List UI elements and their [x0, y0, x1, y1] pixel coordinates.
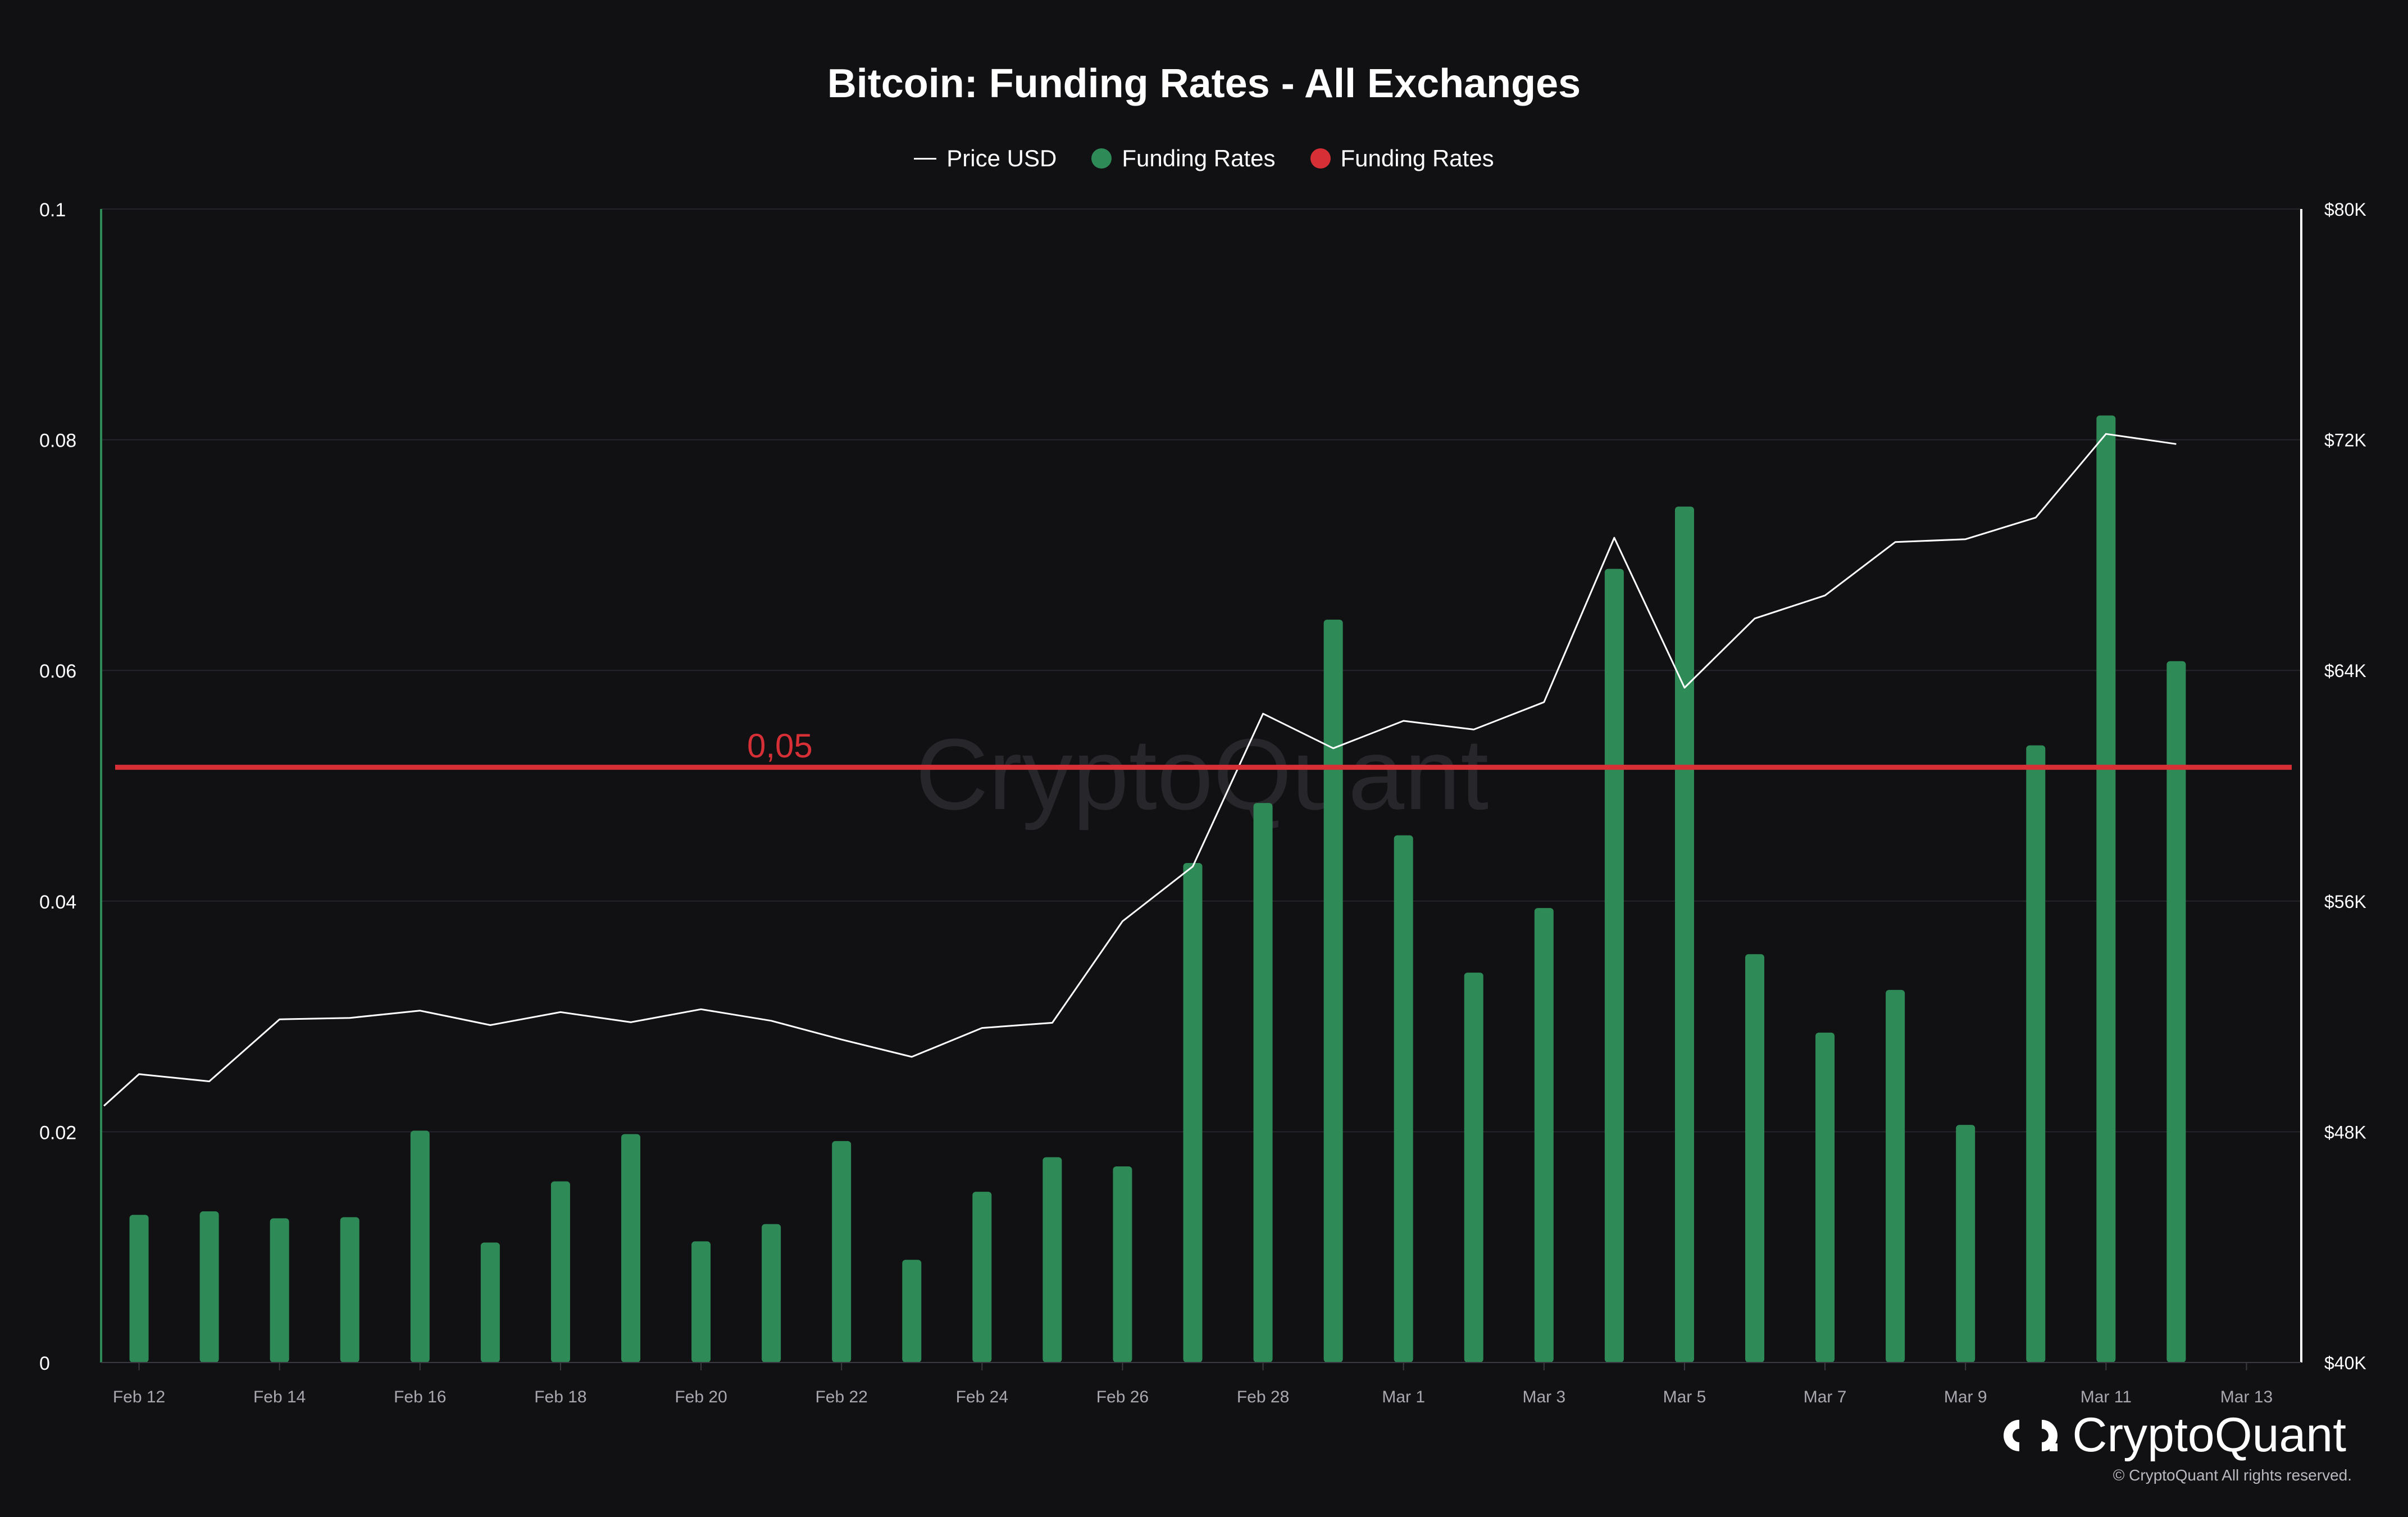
brand-logo: CryptoQuant [2002, 1407, 2346, 1463]
x-tick-label: Mar 7 [1804, 1388, 1847, 1406]
funding-rate-bar [2026, 745, 2046, 1362]
legend-funding-negative-label: Funding Rates [1340, 145, 1494, 171]
x-tick-label: Mar 3 [1522, 1388, 1565, 1406]
x-tick-label: Feb 14 [253, 1388, 306, 1406]
watermark: CryptoQuant [916, 718, 1489, 831]
price-usd-line [103, 433, 2177, 1107]
x-tick-label: Feb 24 [956, 1388, 1008, 1406]
right-tick-label: $56K [2324, 892, 2366, 912]
funding-rate-bar [270, 1218, 289, 1362]
funding-rate-bar [1674, 506, 1694, 1362]
legend-item-funding-positive[interactable]: Funding Rates [1091, 145, 1276, 172]
right-tick-label: $80K [2324, 199, 2366, 220]
funding-rate-bar [1043, 1157, 1062, 1362]
funding-rate-bar [832, 1141, 852, 1362]
funding-rate-bar [1113, 1166, 1132, 1362]
x-tick-label: Mar 9 [1944, 1388, 1987, 1406]
funding-rate-bar [410, 1130, 430, 1362]
right-tick-label: $64K [2324, 661, 2366, 681]
x-tick-label: Mar 5 [1663, 1388, 1706, 1406]
x-tick-label: Feb 26 [1096, 1388, 1149, 1406]
funding-rate-bar [340, 1217, 359, 1362]
right-tick-label: $40K [2324, 1353, 2366, 1373]
copyright-text: © CryptoQuant All rights reserved. [2113, 1466, 2352, 1484]
funding-rate-bar [1323, 619, 1343, 1362]
funding-rate-bar [199, 1211, 219, 1362]
positive-dot-swatch [1091, 148, 1112, 169]
funding-rate-bar [2166, 661, 2186, 1362]
funding-rate-bar [1956, 1125, 1975, 1362]
left-tick-label: 0.06 [39, 661, 76, 682]
funding-rate-bar [1534, 908, 1554, 1362]
funding-rate-bar [1745, 954, 1765, 1362]
negative-dot-swatch [1310, 148, 1331, 169]
funding-rate-bar [1394, 835, 1413, 1362]
x-tick-label: Feb 20 [675, 1388, 727, 1406]
legend-item-funding-negative[interactable]: Funding Rates [1310, 145, 1494, 172]
x-tick-label: Mar 11 [2081, 1388, 2132, 1406]
funding-rate-bar [1464, 973, 1483, 1362]
left-tick-label: 0 [39, 1353, 50, 1374]
legend: Price USD Funding Rates Funding Rates [0, 145, 2408, 172]
funding-rate-bar [1815, 1032, 1835, 1362]
cryptoquant-logo-icon [2004, 1419, 2058, 1451]
x-tick-label: Mar 13 [2220, 1388, 2273, 1406]
right-tick-label: $72K [2324, 430, 2366, 451]
chart-title: Bitcoin: Funding Rates - All Exchanges [827, 61, 1581, 106]
funding-rate-bar [1183, 863, 1203, 1362]
right-tick-label: $48K [2324, 1122, 2366, 1142]
funding-rate-bar [972, 1192, 992, 1362]
funding-rate-bar [902, 1260, 922, 1362]
legend-item-price[interactable]: Price USD [914, 145, 1057, 172]
funding-rate-bar [1253, 803, 1273, 1362]
x-tick-label: Feb 16 [394, 1388, 446, 1406]
funding-rate-bar [480, 1242, 500, 1362]
x-tick-label: Feb 12 [113, 1388, 165, 1406]
funding-rate-bar [691, 1241, 711, 1362]
funding-rate-bar [621, 1134, 640, 1362]
left-tick-label: 0.08 [39, 430, 76, 452]
funding-rate-bar [762, 1224, 781, 1362]
legend-funding-positive-label: Funding Rates [1122, 145, 1276, 171]
threshold-label: 0,05 [747, 727, 813, 765]
funding-rate-bar [2096, 415, 2116, 1362]
x-tick-label: Feb 28 [1237, 1388, 1289, 1406]
legend-price-label: Price USD [946, 145, 1057, 171]
funding-rate-bar [129, 1215, 149, 1362]
funding-rate-bar [1604, 569, 1624, 1362]
left-tick-label: 0.04 [39, 892, 76, 913]
left-tick-label: 0.02 [39, 1122, 76, 1143]
funding-rate-bar [550, 1181, 570, 1362]
x-tick-label: Feb 18 [534, 1388, 586, 1406]
x-tick-label: Feb 22 [815, 1388, 867, 1406]
price-line-swatch [914, 157, 937, 160]
x-tick-label: Mar 1 [1382, 1388, 1425, 1406]
left-tick-label: 0.1 [39, 199, 66, 221]
brand-name: CryptoQuant [2072, 1408, 2346, 1462]
funding-rate-bar [1886, 989, 1905, 1362]
